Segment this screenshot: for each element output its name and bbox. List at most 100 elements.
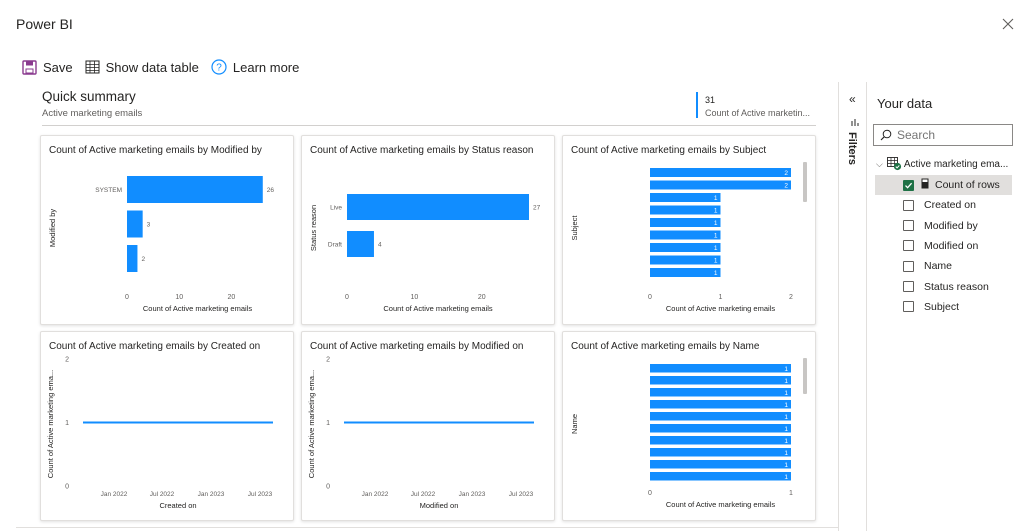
bar — [650, 268, 721, 277]
x-tick-label: 0 — [648, 490, 652, 497]
field-checkbox[interactable] — [903, 199, 914, 211]
chart-card-subject[interactable]: Count of Active marketing emails by Subj… — [562, 135, 816, 325]
x-tick-label: Jul 2022 — [150, 491, 175, 498]
bar — [650, 180, 791, 190]
save-button[interactable]: Save — [22, 60, 73, 75]
show-data-table-button[interactable]: Show data table — [85, 60, 199, 75]
summary-divider — [42, 125, 816, 126]
field-checkbox[interactable] — [903, 281, 914, 292]
kpi-accent-bar — [696, 92, 698, 118]
chart-card-modified-on[interactable]: Count of Active marketing emails by Modi… — [301, 331, 555, 521]
chart-card-status-reason[interactable]: Count of Active marketing emails by Stat… — [301, 135, 555, 325]
learn-more-button[interactable]: ? Learn more — [211, 59, 299, 75]
filters-label: Filters — [846, 132, 858, 166]
field-item[interactable]: Modified on — [875, 236, 1012, 256]
close-button[interactable] — [998, 14, 1018, 34]
close-icon — [1002, 18, 1014, 30]
data-label: 1 — [714, 195, 718, 202]
table-icon — [85, 60, 100, 74]
bar — [650, 364, 791, 373]
field-checkbox[interactable] — [903, 260, 914, 272]
data-label: 2 — [141, 256, 145, 263]
field-checkbox[interactable] — [903, 301, 914, 313]
field-item[interactable]: Created on — [875, 195, 1012, 215]
category-label: SYSTEM — [95, 187, 122, 194]
x-tick-label: Jan 2023 — [198, 491, 225, 498]
x-tick-label: 10 — [411, 294, 419, 301]
filter-icon — [851, 119, 859, 126]
save-icon — [22, 59, 37, 75]
field-item[interactable]: Modified by — [875, 216, 1012, 236]
bar — [650, 424, 791, 433]
data-label: 27 — [533, 205, 541, 212]
data-label: 1 — [714, 233, 718, 240]
y-tick-label: 0 — [326, 484, 330, 491]
help-icon: ? — [211, 59, 227, 75]
kpi-label: Count of Active marketin... — [705, 108, 811, 118]
bar — [127, 176, 263, 203]
bar — [650, 472, 791, 481]
field-label: Count of rows — [935, 179, 1000, 191]
y-tick-label: 1 — [326, 420, 330, 427]
bar — [650, 168, 791, 177]
y-tick-label: 2 — [65, 357, 69, 364]
summary-subtitle: Active marketing emails — [42, 108, 143, 119]
y-tick-label: 0 — [65, 484, 69, 491]
bottom-divider — [16, 527, 838, 528]
bar — [650, 230, 721, 240]
y-tick-label: 2 — [326, 357, 330, 364]
field-item[interactable]: Status reason — [875, 277, 1012, 297]
x-tick-label: 1 — [789, 490, 793, 497]
category-label: Draft — [328, 242, 342, 249]
field-checkbox[interactable] — [903, 179, 914, 191]
data-label: 1 — [714, 220, 718, 227]
x-tick-label: Jul 2023 — [248, 491, 273, 498]
x-axis-title: Count of Active marketing emails — [666, 304, 775, 313]
x-tick-label: Jan 2022 — [101, 491, 128, 498]
field-label: Subject — [924, 300, 960, 313]
data-label: 1 — [784, 462, 788, 469]
search-input[interactable] — [897, 128, 997, 142]
field-label: Created on — [924, 199, 976, 212]
table-name: Active marketing ema... — [903, 158, 1009, 170]
chart-plot: Subject 2 2 1 1 1 1 1 1 1 0 1 2 Count of Active marke… — [570, 162, 807, 313]
data-label: 26 — [267, 187, 275, 194]
chart-title: Count of Active marketing emails by Modi… — [310, 341, 524, 352]
chart-card-modified-by[interactable]: Count of Active marketing emails by Modi… — [40, 135, 294, 325]
x-axis-title: Modified on — [420, 501, 459, 510]
field-item[interactable]: Subject — [875, 297, 1012, 317]
field-checkbox[interactable] — [903, 240, 914, 252]
x-tick-label: 2 — [789, 294, 793, 301]
chart-plot: Count of Active marketing ema... 0 1 2 Jan 2… — [46, 357, 273, 510]
bar — [347, 194, 529, 220]
checkmark-icon — [905, 182, 913, 189]
bar — [347, 231, 374, 257]
title-bar: Power BI — [0, 0, 1024, 50]
chart-title: Count of Active marketing emails by Stat… — [310, 145, 534, 156]
field-checkbox[interactable] — [903, 220, 914, 232]
search-icon — [880, 129, 892, 141]
field-item[interactable]: Count of rows — [875, 175, 1012, 195]
chart-card-created-on[interactable]: Count of Active marketing emails by Crea… — [40, 331, 294, 521]
x-tick-label: 0 — [648, 294, 652, 301]
data-label: 1 — [784, 414, 788, 421]
x-tick-label: 10 — [175, 294, 183, 301]
table-icon — [886, 157, 901, 171]
x-tick-label: Jan 2023 — [459, 491, 486, 498]
double-chevron-left-icon: « — [849, 92, 856, 106]
chevron-down-icon: ⌵ — [876, 158, 883, 169]
table-node[interactable]: ⌵ Active marketing ema... — [876, 157, 1008, 171]
search-box[interactable] — [873, 124, 1013, 146]
x-tick-label: 0 — [345, 294, 349, 301]
data-label: 1 — [784, 366, 788, 373]
chart-card-name[interactable]: Count of Active marketing emails by Name… — [562, 331, 816, 521]
y-axis-title: Count of Active marketing ema... — [46, 370, 55, 478]
data-label: 2 — [784, 183, 788, 190]
data-label: 1 — [784, 474, 788, 481]
chart-title: Count of Active marketing emails by Name — [571, 341, 760, 352]
collapse-pane-button[interactable]: « — [849, 92, 856, 106]
x-tick-label: Jul 2022 — [411, 491, 436, 498]
x-axis-title: Count of Active marketing emails — [383, 304, 492, 313]
bar — [127, 245, 138, 272]
field-item[interactable]: Name — [875, 256, 1012, 276]
